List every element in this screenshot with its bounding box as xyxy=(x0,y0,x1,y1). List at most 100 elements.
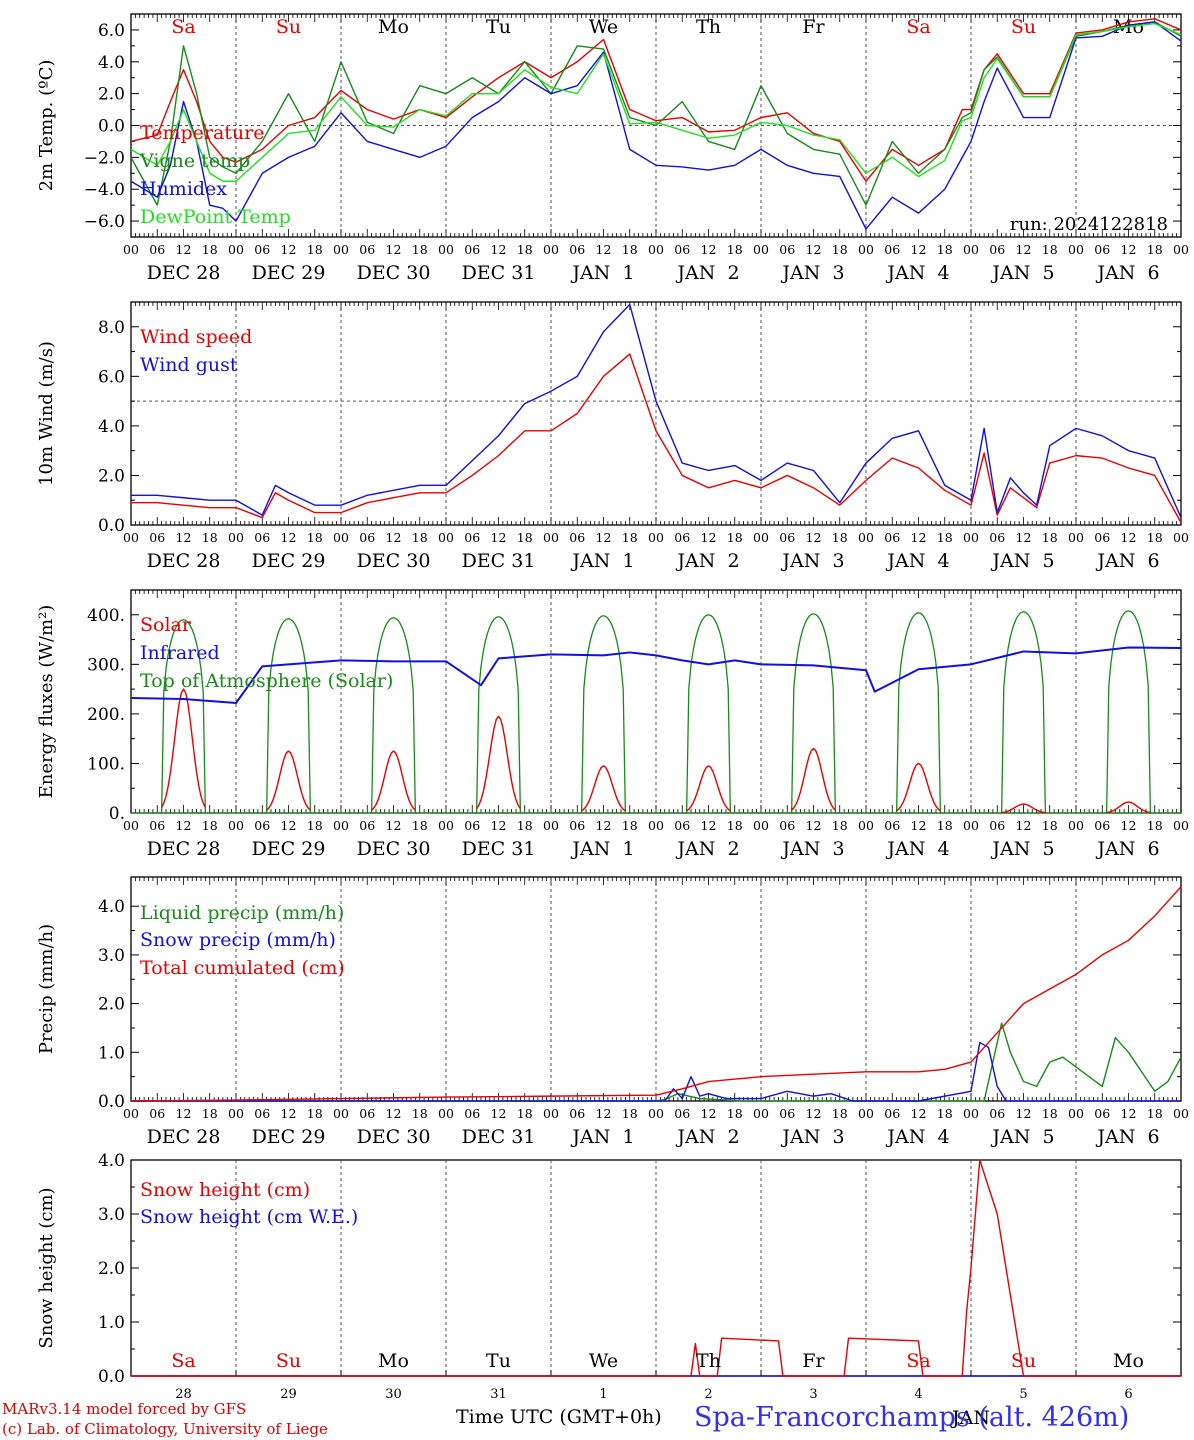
date-label: DEC 31 xyxy=(462,838,536,860)
hour-tick-label: 18 xyxy=(1042,1106,1058,1121)
hour-tick-label: 00 xyxy=(858,1106,874,1121)
solar-peak xyxy=(1001,803,1046,814)
hour-tick-label: 06 xyxy=(674,1106,690,1121)
legend-entry: Snow height (cm W.E.) xyxy=(140,1206,358,1228)
y-tick-label: 100. xyxy=(87,754,125,774)
toa-peak xyxy=(579,615,628,814)
y-tick-label: 3.0 xyxy=(98,946,125,966)
y-tick-label: 0. xyxy=(109,804,125,824)
panel-5: 0.0 1.0 2.0 3.0 4.0 Snow height (cm) Snow heig… xyxy=(36,1151,1182,1429)
y-tick-label: 8.0 xyxy=(98,318,125,338)
legend-entry: Snow precip (mm/h) xyxy=(140,929,336,951)
date-label: DEC 29 xyxy=(252,1126,326,1148)
toa-peak xyxy=(999,611,1048,814)
hour-tick-label: 06 xyxy=(1094,818,1110,833)
date-label: JAN 3 xyxy=(780,838,844,860)
hour-tick-label: 06 xyxy=(254,530,270,545)
hour-tick-label: 00 xyxy=(333,242,349,257)
day-name-label: Sa xyxy=(171,1350,195,1372)
credit-model: MARv3.14 model forced by GFS xyxy=(2,1400,247,1418)
hour-tick-label: 06 xyxy=(254,242,270,257)
bottom-day-number: 28 xyxy=(175,1387,192,1402)
series-line xyxy=(130,18,1182,182)
solar-peak xyxy=(266,750,311,811)
y-tick-label: 3.0 xyxy=(98,1205,125,1225)
series-line xyxy=(131,1159,1181,1377)
date-label: DEC 31 xyxy=(462,550,536,572)
hour-tick-label: 06 xyxy=(989,242,1005,257)
hour-tick-label: 18 xyxy=(727,1106,743,1121)
toa-peak xyxy=(159,619,208,814)
hour-tick-label: 18 xyxy=(937,818,953,833)
hour-tick-label: 06 xyxy=(884,242,900,257)
date-label: JAN 1 xyxy=(570,838,634,860)
bottom-day-number: 6 xyxy=(1124,1387,1132,1402)
hour-tick-label: 00 xyxy=(753,530,769,545)
panel-4: 0.0 1.0 2.0 3.0 4.0 Precip (mm/h) Liquid preci… xyxy=(36,876,1189,1148)
day-name-label: Mo xyxy=(378,16,409,38)
hour-tick-label: 06 xyxy=(569,242,585,257)
series-line xyxy=(130,22,1182,182)
hour-tick-label: 12 xyxy=(176,1106,192,1121)
date-label: JAN 4 xyxy=(885,838,949,860)
hour-tick-label: 00 xyxy=(1173,530,1189,545)
date-label: JAN 2 xyxy=(675,262,739,284)
day-name-label: We xyxy=(589,1350,618,1372)
hour-tick-label: 06 xyxy=(149,1106,165,1121)
bottom-day-number: 4 xyxy=(914,1387,922,1402)
day-name-label: We xyxy=(589,16,618,38)
toa-peak xyxy=(474,616,523,814)
date-label: DEC 30 xyxy=(357,262,431,284)
hour-tick-label: 18 xyxy=(307,530,323,545)
hour-tick-label: 06 xyxy=(149,818,165,833)
hour-tick-label: 12 xyxy=(596,530,612,545)
date-label: JAN 4 xyxy=(885,1126,949,1148)
date-label: JAN 6 xyxy=(1095,838,1159,860)
series-line xyxy=(131,1041,1181,1102)
day-name-label: Su xyxy=(1011,1350,1036,1372)
hour-tick-label: 00 xyxy=(1068,818,1084,833)
hour-tick-label: 00 xyxy=(438,242,454,257)
hour-tick-label: 00 xyxy=(228,1106,244,1121)
hour-tick-label: 12 xyxy=(491,242,507,257)
legend-entry: Snow height (cm) xyxy=(140,1179,310,1201)
hour-tick-label: 06 xyxy=(359,818,375,833)
hour-tick-label: 00 xyxy=(963,530,979,545)
y-axis-label: Precip (mm/h) xyxy=(36,924,57,1054)
date-label: DEC 29 xyxy=(252,550,326,572)
hour-tick-label: 18 xyxy=(622,530,638,545)
day-name-label: Sa xyxy=(906,16,930,38)
hour-tick-label: 00 xyxy=(438,530,454,545)
bottom-month-label: JAN xyxy=(950,1407,990,1429)
hour-tick-label: 12 xyxy=(911,530,927,545)
toa-peak xyxy=(789,613,838,814)
hour-tick-label: 06 xyxy=(149,530,165,545)
legend-entry: Humidex xyxy=(140,178,227,200)
hour-tick-label: 06 xyxy=(569,818,585,833)
day-name-label: Fr xyxy=(802,16,825,38)
hour-tick-label: 18 xyxy=(412,818,428,833)
hour-tick-label: 06 xyxy=(674,818,690,833)
hour-tick-label: 00 xyxy=(858,530,874,545)
hour-tick-label: 18 xyxy=(727,242,743,257)
hour-tick-label: 12 xyxy=(281,530,297,545)
hour-tick-label: 00 xyxy=(228,530,244,545)
day-name-label: Su xyxy=(1011,16,1036,38)
hour-tick-label: 00 xyxy=(228,242,244,257)
series-line xyxy=(130,21,1182,206)
toa-peak xyxy=(369,617,418,814)
hour-tick-label: 06 xyxy=(359,242,375,257)
date-label: JAN 1 xyxy=(570,550,634,572)
hour-tick-label: 00 xyxy=(753,1106,769,1121)
hour-tick-label: 00 xyxy=(228,818,244,833)
date-label: JAN 4 xyxy=(885,550,949,572)
hour-tick-label: 06 xyxy=(464,530,480,545)
date-label: DEC 30 xyxy=(357,838,431,860)
solar-peak xyxy=(1106,801,1151,814)
series-line xyxy=(131,303,1182,518)
y-tick-label: 6.0 xyxy=(98,21,125,41)
hour-tick-label: 12 xyxy=(281,242,297,257)
day-name-label: Tu xyxy=(486,1350,511,1372)
hour-tick-label: 12 xyxy=(1016,1106,1032,1121)
day-name-label: Sa xyxy=(171,16,195,38)
